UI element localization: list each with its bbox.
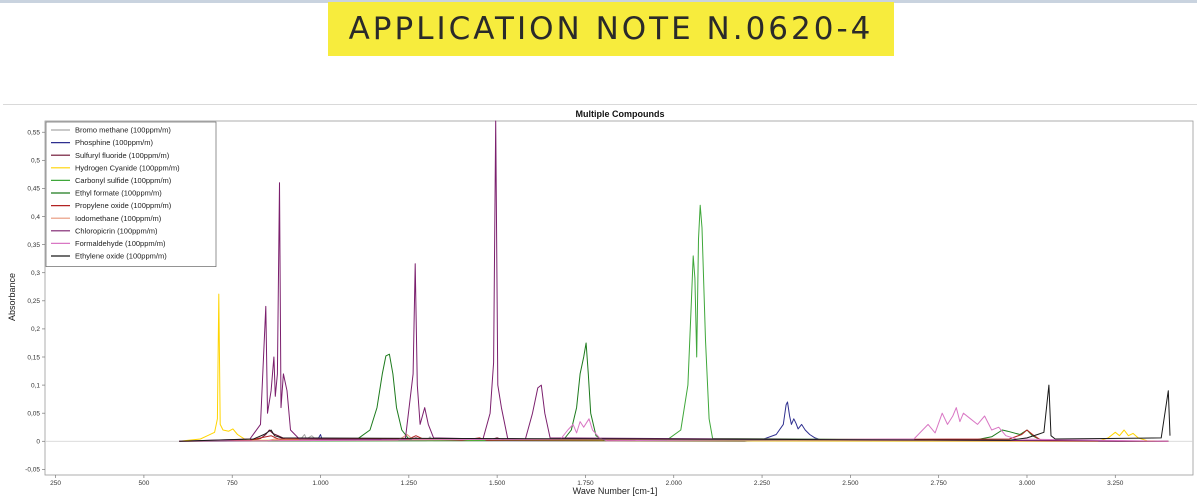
y-tick-label: 0,1 [31, 382, 40, 389]
y-axis-label: Absorbance [7, 273, 17, 321]
series-line-10 [179, 407, 1169, 442]
absorbance-chart: Multiple Compounds Wave Number [cm-1] Ab… [7, 109, 1194, 496]
legend-entry: Ethyl formate (100ppm/m) [75, 189, 162, 198]
y-tick-label: 0,15 [27, 354, 40, 361]
chart-panel: Multiple Compounds Wave Number [cm-1] Ab… [3, 104, 1197, 497]
y-tick-label: 0,35 [27, 242, 40, 249]
legend-entry: Formaldehyde (100ppm/m) [75, 239, 166, 248]
x-tick-label: 3.000 [1019, 480, 1036, 487]
legend-entry: Carbonyl sulfide (100ppm/m) [75, 176, 172, 185]
series-line-7 [179, 429, 1169, 442]
chart-title: Multiple Compounds [576, 109, 665, 119]
page-title: APPLICATION NOTE N.0620-4 [348, 11, 874, 47]
legend-entry: Phosphine (100ppm/m) [75, 138, 153, 147]
legend-entry: Propylene oxide (100ppm/m) [75, 201, 172, 210]
y-tick-label: 0,45 [27, 186, 40, 193]
x-axis-label: Wave Number [cm-1] [573, 486, 658, 496]
y-tick-label: 0,2 [31, 326, 40, 333]
series-line-6 [179, 342, 1169, 442]
y-tick-label: -0,05 [25, 467, 40, 474]
legend-entry: Hydrogen Cyanide (100ppm/m) [75, 163, 180, 172]
x-tick-label: 250 [50, 480, 61, 487]
x-tick-label: 1.500 [489, 480, 506, 487]
x-tick-label: 2.250 [754, 480, 771, 487]
top-border [0, 0, 1197, 3]
legend-entry: Chloropicrin (100ppm/m) [75, 226, 158, 235]
x-tick-label: 500 [138, 480, 149, 487]
series-line-5 [179, 204, 1169, 442]
plot-frame [44, 120, 1194, 476]
y-tick-label: 0 [36, 439, 40, 446]
legend-entry: Ethylene oxide (100ppm/m) [75, 252, 167, 261]
x-tick-label: 2.000 [666, 480, 683, 487]
legend-entry: Bromo methane (100ppm/m) [75, 126, 171, 135]
y-tick-label: 0,5 [31, 158, 40, 165]
y-tick-label: 0,55 [27, 130, 40, 137]
y-tick-label: 0,05 [27, 410, 40, 417]
x-tick-label: 3.250 [1107, 480, 1124, 487]
series-line-9 [179, 120, 1169, 442]
x-tick-label: 1.250 [401, 480, 418, 487]
x-tick-label: 1.000 [312, 480, 329, 487]
y-tick-label: 0,4 [31, 214, 40, 221]
series-line-4 [179, 293, 1169, 442]
chart-series [179, 120, 1171, 442]
title-banner: APPLICATION NOTE N.0620-4 [328, 2, 894, 56]
y-tick-label: 0,3 [31, 270, 40, 277]
chart-legend: Bromo methane (100ppm/m) Phosphine (100pp… [45, 121, 217, 267]
legend-box [45, 121, 217, 267]
x-tick-label: 750 [227, 480, 238, 487]
x-tick-label: 2.750 [931, 480, 948, 487]
legend-entry: Sulfuryl fluoride (100ppm/m) [75, 151, 170, 160]
x-tick-label: 1.750 [577, 480, 594, 487]
y-tick-label: 0,25 [27, 298, 40, 305]
x-tick-label: 2.500 [842, 480, 859, 487]
legend-entry: Iodomethane (100ppm/m) [75, 214, 162, 223]
series-line-11 [179, 384, 1171, 442]
